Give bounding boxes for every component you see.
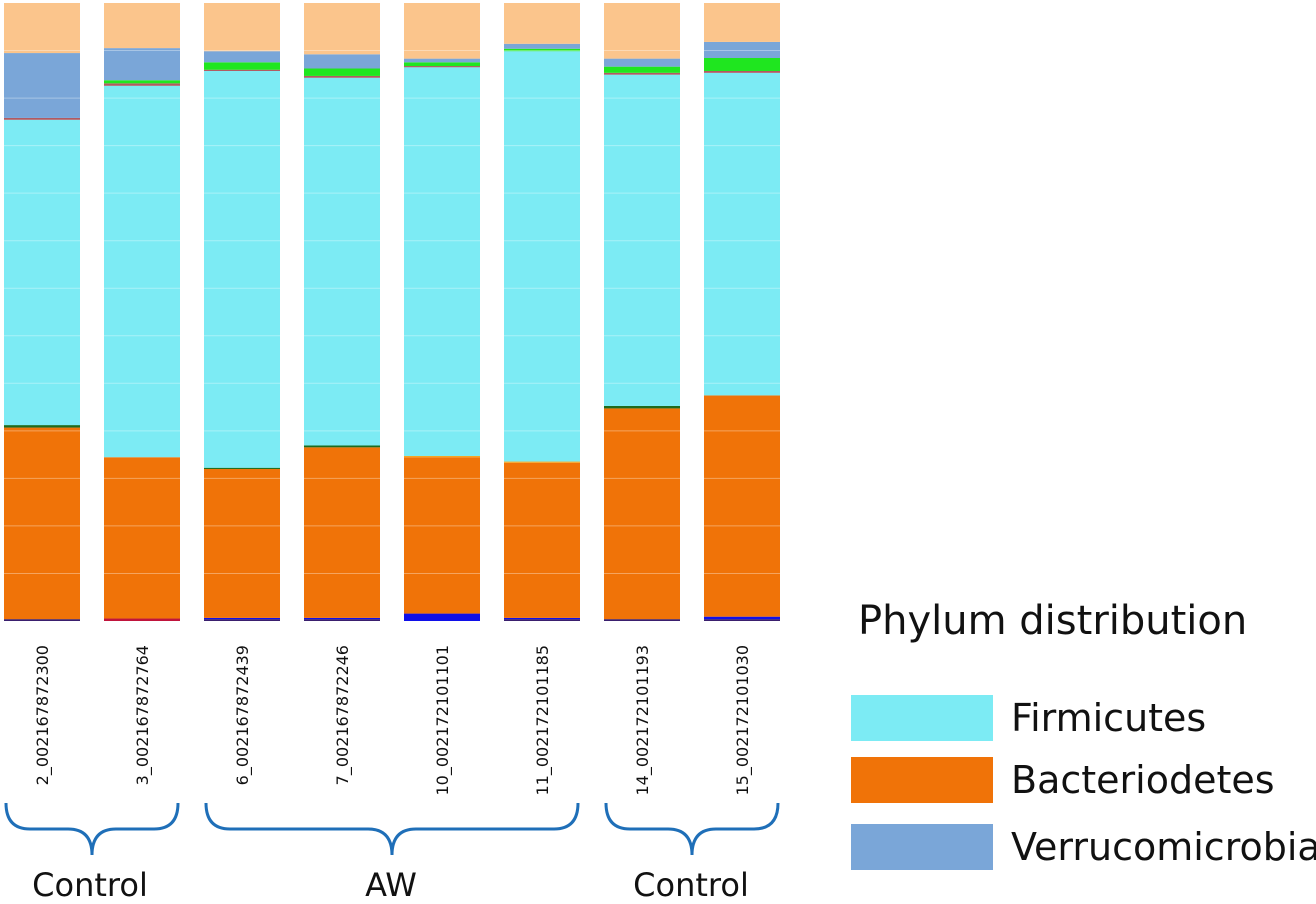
bar-segment-11_002172101185-s5 (504, 461, 580, 463)
bar-segment-7_002167872246-s0 (304, 619, 380, 621)
bar-segment-6_002167872439-s3 (204, 468, 280, 618)
x-tick-label: 10_002172101101 (433, 645, 453, 796)
bar-segment-6_002167872439-s8 (204, 62, 280, 70)
bar-segment-6_002167872439-s2 (204, 617, 280, 620)
legend-label-verrucomicrobia: Verrucomicrobia (1011, 825, 1316, 869)
bar-segment-14_002172101193-s7 (604, 72, 680, 75)
bar-segment-7_002167872246-s10 (304, 3, 380, 55)
bar-segment-10_002172101101-s9 (404, 58, 480, 63)
group-brace-0 (4, 802, 180, 856)
bar-segment-11_002172101185-s10 (504, 3, 580, 44)
bar-segment-10_002172101101-s5 (404, 455, 480, 458)
bar-segment-15_002172101030-s6 (704, 72, 780, 396)
bar-segment-3_002167872764-s7 (104, 83, 180, 86)
bar-segment-14_002172101193-s10 (604, 3, 680, 59)
bar-segment-7_002167872246-s7 (304, 75, 380, 78)
bar-segment-10_002172101101-s8 (404, 62, 480, 67)
bar-segment-15_002172101030-s9 (704, 41, 780, 58)
legend-title: Phylum distribution (858, 598, 1248, 644)
bar-segment-6_002167872439-s7 (204, 69, 280, 71)
bar-segment-3_002167872764-s6 (104, 85, 180, 458)
x-tick-label: 14_002172101193 (633, 645, 653, 796)
bar-segment-2_002167872300-s10 (4, 3, 80, 54)
bar-segment-11_002172101185-s0 (504, 619, 580, 621)
x-tick-label: 6_002167872439 (233, 645, 253, 785)
group-label-control-1: Control (32, 866, 148, 904)
bar-segment-3_002167872764-s10 (104, 3, 180, 49)
bar-segment-14_002172101193-s3 (604, 408, 680, 620)
group-brace-1 (204, 802, 580, 856)
bar-segment-15_002172101030-s10 (704, 3, 780, 42)
legend-label-firmicutes: Firmicutes (1011, 696, 1207, 740)
x-tick-label: 11_002172101185 (533, 645, 553, 796)
x-tick-label: 3_002167872764 (133, 645, 153, 785)
bar-segment-2_002167872300-s4 (4, 425, 80, 428)
bar-segment-10_002172101101-s6 (404, 67, 480, 456)
bar-segment-14_002172101193-s8 (604, 66, 680, 73)
bar-segment-7_002167872246-s6 (304, 77, 380, 446)
bar-segment-6_002167872439-s10 (204, 3, 280, 52)
bar-segment-10_002172101101-s3 (404, 457, 480, 614)
group-label-control-2: Control (633, 866, 749, 904)
bar-segment-3_002167872764-s1 (104, 618, 180, 621)
bar-segment-15_002172101030-s7 (704, 70, 780, 73)
bar-segment-2_002167872300-s0 (4, 619, 80, 621)
legend-item-verrucomicrobia: Verrucomicrobia (851, 823, 1316, 871)
bar-segment-2_002167872300-s3 (4, 427, 80, 620)
x-tick-labels: 2_002167872300 3_002167872764 6_0021678724… (33, 645, 753, 796)
bar-segment-7_002167872246-s4 (304, 445, 380, 448)
x-tick-label: 2_002167872300 (33, 645, 53, 785)
bar-segment-10_002172101101-s10 (404, 3, 480, 59)
legend-label-bacteriodetes: Bacteriodetes (1011, 758, 1275, 802)
legend-item-bacteriodetes: Bacteriodetes (851, 756, 1275, 804)
bar-segment-11_002172101185-s6 (504, 51, 580, 462)
bar-segment-6_002167872439-s4 (204, 467, 280, 469)
bar-segment-11_002172101185-s2 (504, 617, 580, 620)
group-brace-2 (604, 802, 780, 856)
bar-segment-10_002172101101-s7 (404, 66, 480, 68)
bar-segment-15_002172101030-s2 (704, 616, 780, 620)
bar-segment-2_002167872300-s9 (4, 53, 80, 118)
bar-segment-15_002172101030-s0 (704, 619, 780, 621)
bar-segment-15_002172101030-s8 (704, 58, 780, 71)
legend-swatch-verrucomicrobia (851, 824, 993, 870)
bar-segment-6_002167872439-s9 (204, 51, 280, 63)
x-tick-label: 15_002172101030 (733, 645, 753, 796)
legend-swatch-bacteriodetes (851, 757, 993, 803)
bar-segment-6_002167872439-s6 (204, 70, 280, 468)
group-label-aw: AW (365, 866, 417, 904)
bar-segment-14_002172101193-s6 (604, 74, 680, 406)
bar-segment-7_002167872246-s3 (304, 447, 380, 618)
bar-segment-3_002167872764-s9 (104, 48, 180, 81)
bar-segment-7_002167872246-s9 (304, 54, 380, 69)
bar-segment-14_002172101193-s9 (604, 58, 680, 67)
bar-segment-14_002172101193-s0 (604, 619, 680, 621)
bar-segment-11_002172101185-s3 (504, 462, 580, 618)
bar-segment-15_002172101030-s3 (704, 395, 780, 617)
bar-segment-11_002172101185-s8 (504, 48, 580, 52)
bar-segment-7_002167872246-s2 (304, 617, 380, 620)
legend-item-firmicutes: Firmicutes (851, 694, 1206, 742)
legend-swatch-firmicutes (851, 695, 993, 741)
x-tick-label: 7_002167872246 (333, 645, 353, 785)
bar-segment-2_002167872300-s7 (4, 117, 80, 120)
group-braces (4, 802, 780, 856)
bar-segment-6_002167872439-s0 (204, 619, 280, 621)
bar-segment-3_002167872764-s3 (104, 457, 180, 619)
bar-segment-3_002167872764-s8 (104, 80, 180, 84)
bar-segment-7_002167872246-s8 (304, 68, 380, 76)
bar-segment-2_002167872300-s6 (4, 119, 80, 426)
bar-segment-11_002172101185-s9 (504, 43, 580, 49)
bars-layer (4, 3, 780, 621)
bar-segment-10_002172101101-s2 (404, 613, 480, 621)
bar-segment-14_002172101193-s4 (604, 405, 680, 409)
